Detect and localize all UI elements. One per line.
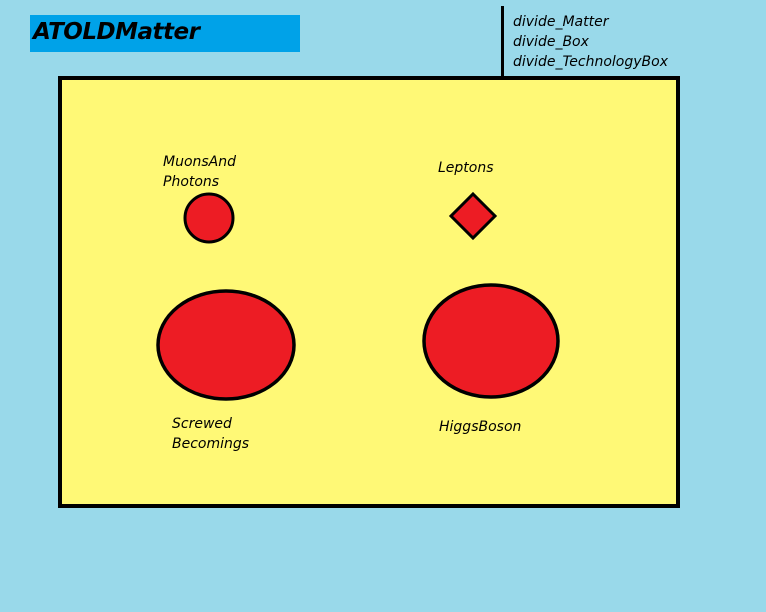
divider-line xyxy=(501,6,504,89)
screwed-becomings-label: Screwed Becomings xyxy=(172,414,249,454)
leptons-diamond xyxy=(448,191,498,241)
screwed-becomings-label-line1: Screwed xyxy=(172,416,232,432)
screwed-becomings-ellipse xyxy=(156,289,296,401)
muons-photons-label: MuonsAnd Photons xyxy=(163,152,236,192)
muons-photons-circle xyxy=(183,192,235,244)
leptons-label: Leptons xyxy=(438,160,494,176)
legend-item-technology-box: divide_TechnologyBox xyxy=(513,54,668,70)
higgs-boson-ellipse xyxy=(422,283,560,399)
muons-photons-label-line1: MuonsAnd xyxy=(163,154,237,170)
legend-item-box: divide_Box xyxy=(513,34,589,50)
title-bar: ATOLDMatter xyxy=(30,15,300,52)
legend-item-matter: divide_Matter xyxy=(513,14,609,30)
legend: divide_Matter divide_Box divide_Technolo… xyxy=(513,12,668,72)
muons-photons-label-line2: Photons xyxy=(163,174,220,190)
diagram-title: ATOLDMatter xyxy=(33,19,200,45)
matter-box xyxy=(58,76,680,508)
screwed-becomings-label-line2: Becomings xyxy=(172,436,250,452)
higgs-boson-label: HiggsBoson xyxy=(439,419,522,435)
